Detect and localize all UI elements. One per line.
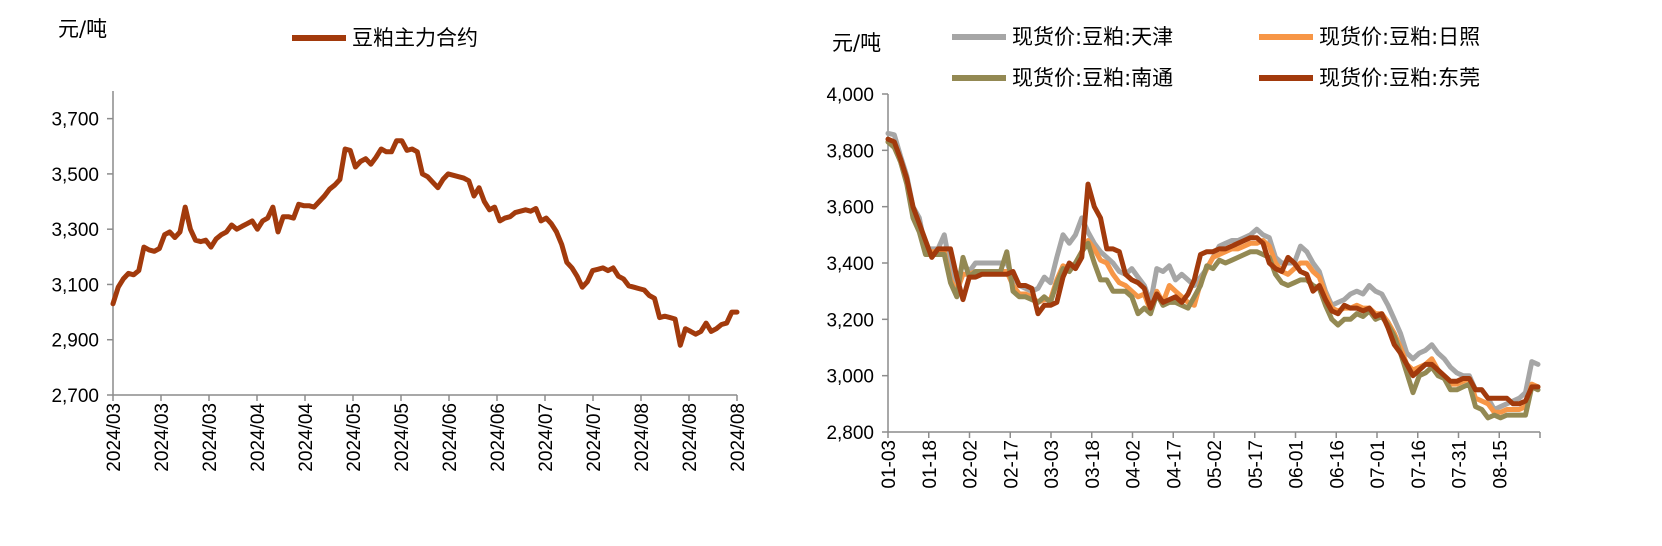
right-x-tick-label: 03-18	[1083, 440, 1104, 489]
right-y-tick-label: 3,400	[826, 254, 874, 275]
right-x-axis-ticks: 01-03 01-18 02-02 02-17 03-03 03-18 04-02 04-17…	[879, 432, 1541, 489]
legend-label-tianjin: 现货价:豆粕:天津	[1012, 25, 1173, 49]
right-legend: 现货价:豆粕:天津 现货价:豆粕:日照 现货价:豆粕:南通 现货价:豆粕:东莞	[952, 25, 1480, 90]
legend-label-main-contract: 豆粕主力合约	[352, 26, 478, 50]
right-x-tick-label: 07-16	[1409, 440, 1430, 489]
left-chart: 元/吨 豆粕主力合约 2,700 2,900 3,100 3,300 3,500 3,70…	[51, 17, 749, 472]
left-y-tick-label: 2,700	[51, 386, 99, 407]
right-y-tick-label: 2,800	[826, 423, 874, 444]
right-x-tick-label: 02-02	[961, 440, 982, 489]
left-unit-label: 元/吨	[58, 17, 107, 41]
right-chart: 元/吨 现货价:豆粕:天津 现货价:豆粕:日照 现货价:豆粕:南通 现货价:豆粕…	[826, 25, 1541, 489]
right-series-lines	[885, 130, 1541, 421]
left-y-tick-label: 3,500	[51, 165, 99, 186]
right-y-tick-label: 3,800	[826, 141, 874, 162]
left-y-tick-label: 3,100	[51, 275, 99, 296]
left-x-tick-label: 2024/08	[632, 403, 653, 472]
left-x-tick-label: 2024/07	[536, 403, 557, 472]
right-axes	[887, 94, 1540, 433]
right-x-tick-label: 04-02	[1124, 440, 1145, 489]
right-x-tick-label: 05-17	[1246, 440, 1267, 489]
left-x-tick-label: 2024/05	[392, 403, 413, 472]
left-x-tick-label: 2024/05	[344, 403, 365, 472]
right-x-tick-label: 03-03	[1042, 440, 1063, 489]
left-y-tick-label: 3,700	[51, 110, 99, 131]
left-series-line-0	[110, 138, 740, 348]
right-x-tick-label: 01-03	[879, 440, 900, 489]
legend-label-dongguan: 现货价:豆粕:东莞	[1319, 66, 1480, 90]
right-y-tick-label: 4,000	[826, 85, 874, 106]
right-x-tick-label: 06-16	[1327, 440, 1348, 489]
right-unit-label: 元/吨	[832, 31, 881, 55]
left-x-tick-label: 2024/08	[728, 403, 749, 472]
right-x-tick-label: 05-02	[1205, 440, 1226, 489]
right-y-tick-label: 3,200	[826, 310, 874, 331]
left-x-tick-label: 2024/03	[200, 403, 221, 472]
left-x-tick-label: 2024/04	[248, 403, 269, 472]
right-series-line-3	[885, 136, 1541, 407]
left-axes	[112, 91, 737, 396]
left-y-tick-label: 3,300	[51, 220, 99, 241]
right-y-axis-ticks: 2,800 3,000 3,200 3,400 3,600 3,800 4,000	[826, 85, 888, 444]
right-x-tick-label: 01-18	[920, 440, 941, 489]
left-x-tick-label: 2024/04	[296, 403, 317, 472]
left-y-axis-ticks: 2,700 2,900 3,100 3,300 3,500 3,700	[51, 110, 113, 407]
left-legend: 豆粕主力合约	[292, 26, 478, 50]
right-x-tick-label: 02-17	[1001, 440, 1022, 489]
left-x-axis-ticks: 2024/03 2024/03 2024/03 2024/04 2024/04 2024/…	[104, 395, 749, 472]
right-x-tick-label: 04-17	[1164, 440, 1185, 489]
legend-label-nantong: 现货价:豆粕:南通	[1012, 66, 1173, 90]
right-x-tick-label: 07-31	[1450, 440, 1471, 489]
left-x-tick-label: 2024/08	[680, 403, 701, 472]
left-y-tick-label: 2,900	[51, 331, 99, 352]
right-x-tick-label: 07-01	[1368, 440, 1389, 489]
right-series-line-2	[885, 139, 1541, 421]
left-x-tick-label: 2024/06	[440, 403, 461, 472]
left-x-tick-label: 2024/03	[104, 403, 125, 472]
left-x-tick-label: 2024/03	[152, 403, 173, 472]
right-x-tick-label: 06-01	[1287, 440, 1308, 489]
right-y-tick-label: 3,600	[826, 198, 874, 219]
left-series-lines	[110, 138, 740, 348]
right-x-tick-label: 08-15	[1490, 440, 1511, 489]
left-x-tick-label: 2024/07	[584, 403, 605, 472]
right-y-tick-label: 3,000	[826, 367, 874, 388]
left-x-tick-label: 2024/06	[488, 403, 509, 472]
legend-label-rizhao: 现货价:豆粕:日照	[1319, 25, 1480, 49]
